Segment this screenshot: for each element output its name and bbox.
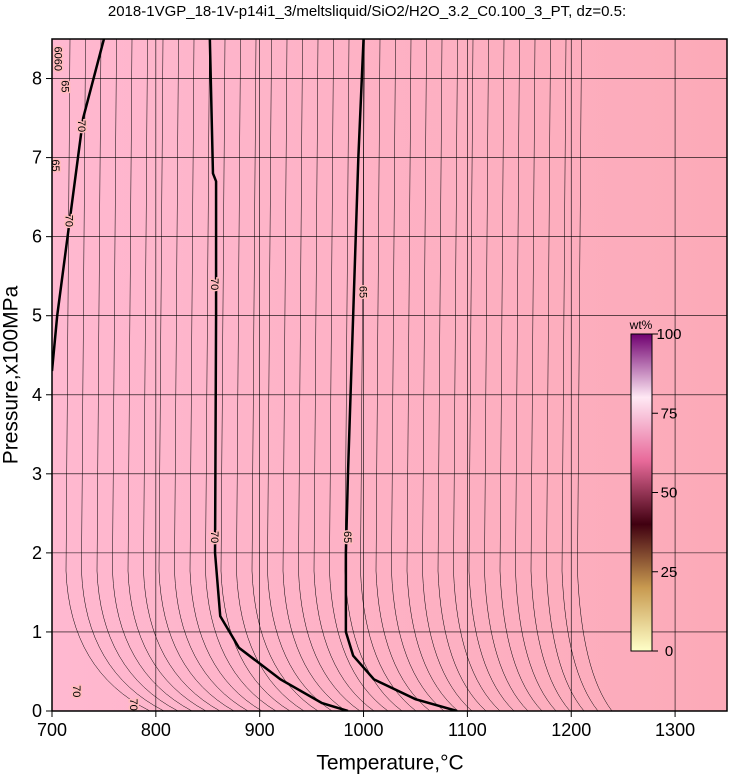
minor-contour — [251, 39, 319, 711]
minor-contour — [81, 39, 165, 711]
minor-contour — [546, 39, 585, 711]
colorbar-tick-label: 0 — [665, 643, 673, 660]
contour-line — [52, 39, 106, 372]
contour-label: 70 — [70, 685, 82, 697]
minor-contour — [282, 39, 347, 711]
minor-contour — [530, 39, 571, 711]
contour-label: 65 — [59, 80, 71, 92]
contour-label: 65 — [357, 286, 369, 298]
contour-label: 6060 — [51, 47, 63, 71]
y-tick-label: 1 — [32, 622, 42, 642]
minor-contour — [143, 39, 221, 711]
minor-contour — [453, 39, 501, 711]
chart-title: 2018-1VGP_18-1V-p14i1_3/meltsliquid/SiO2… — [108, 3, 626, 20]
minor-contour — [406, 39, 459, 711]
minor-contour — [127, 39, 207, 711]
contour-label: 65 — [49, 159, 61, 171]
minor-contour — [158, 39, 235, 711]
contour-label: 70 — [75, 120, 87, 132]
minor-contour — [298, 39, 361, 711]
y-axis-label: Pressure,x100MPa — [0, 285, 23, 464]
y-tick-label: 2 — [32, 543, 42, 563]
minor-contour — [577, 39, 613, 711]
y-tick-label: 4 — [32, 385, 42, 405]
x-tick-label: 1100 — [448, 720, 487, 740]
minor-contour — [329, 39, 389, 711]
minor-contour — [112, 39, 193, 711]
minor-contour — [437, 39, 487, 711]
contour-line — [208, 39, 349, 711]
contour-label: 70 — [63, 215, 75, 227]
minor-contour — [515, 39, 557, 711]
x-tick-label: 1300 — [655, 720, 695, 740]
minor-contour — [484, 39, 529, 711]
minor-contour — [499, 39, 543, 711]
plot-area: 70 70 65 65 70 70 65 65 70 70 6060 — [49, 39, 727, 711]
minor-contour — [313, 39, 375, 711]
minor-contour — [391, 39, 445, 711]
minor-contour — [360, 39, 417, 711]
contour-label: 70 — [208, 278, 220, 290]
x-tick-label: 1200 — [551, 720, 591, 740]
minor-contour — [220, 39, 291, 711]
contour-line — [344, 39, 458, 711]
contour-label: 70 — [208, 531, 220, 543]
minor-contour — [96, 39, 179, 711]
y-tick-label: 3 — [32, 464, 42, 484]
colorbar-tick-label: 50 — [661, 485, 678, 502]
minor-contour — [236, 39, 305, 711]
plot-frame — [51, 38, 728, 712]
plot-background — [52, 39, 727, 711]
minor-contour — [422, 39, 473, 711]
x-tick-label: 700 — [37, 720, 67, 740]
y-tick-label: 8 — [32, 69, 42, 89]
colorbar-tick-label: 100 — [656, 326, 681, 343]
minor-contour — [468, 39, 515, 711]
x-tick-label: 1000 — [344, 720, 384, 740]
colorbar — [630, 333, 653, 652]
minor-contour — [189, 39, 263, 711]
y-tick-label: 6 — [32, 227, 42, 247]
y-tick-label: 0 — [32, 701, 42, 721]
minor-contour — [174, 39, 249, 711]
minor-contour — [65, 39, 151, 711]
colorbar-tick-label: 25 — [661, 564, 678, 581]
x-tick-label: 900 — [245, 720, 275, 740]
minor-contour — [561, 39, 599, 711]
x-axis-label: Temperature,°C — [316, 752, 463, 775]
x-tick-label: 800 — [141, 720, 171, 740]
contour-label: 70 — [127, 699, 139, 711]
y-tick-label: 5 — [32, 306, 42, 326]
colorbar-tick-label: 75 — [661, 405, 678, 422]
contour-label: 65 — [341, 531, 353, 543]
colorbar-label: wt% — [629, 318, 653, 332]
y-tick-label: 7 — [32, 148, 42, 168]
